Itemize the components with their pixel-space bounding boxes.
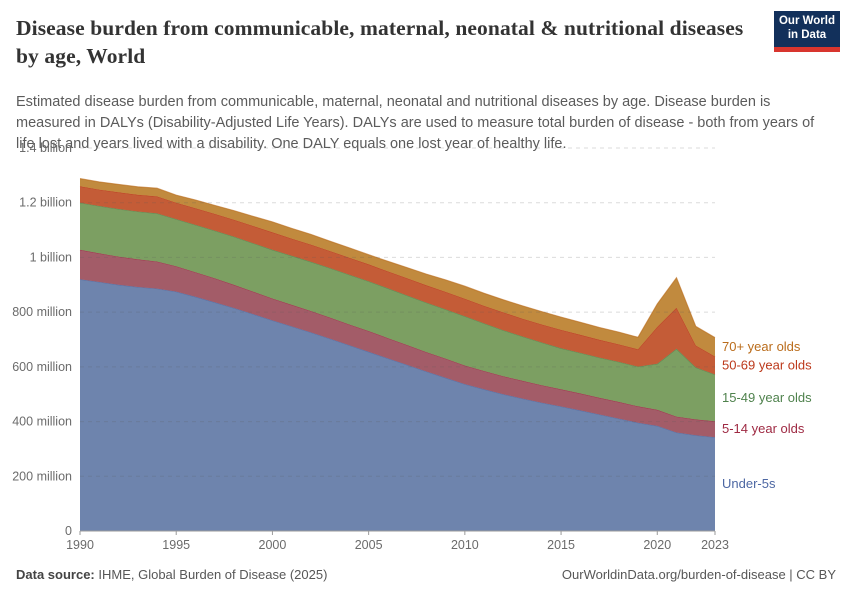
y-axis-label-800: 800 million — [12, 305, 72, 319]
legend-label-70-year-olds[interactable]: 70+ year olds — [722, 339, 801, 354]
y-axis-label-600: 600 million — [12, 360, 72, 374]
y-axis-label-1400: 1.4 billion — [19, 141, 72, 155]
data-source-label: Data source: — [16, 567, 95, 582]
x-axis-label-1990[interactable]: 1990 — [66, 538, 94, 552]
x-axis-label-2023[interactable]: 2023 — [701, 538, 729, 552]
legend-label-15-49-year-olds[interactable]: 15-49 year olds — [722, 390, 812, 405]
y-axis-label-0: 0 — [65, 524, 72, 538]
x-axis-label-2020[interactable]: 2020 — [643, 538, 671, 552]
data-source-text: IHME, Global Burden of Disease (2025) — [94, 567, 328, 582]
owid-logo-line2: in Data — [787, 29, 827, 41]
x-axis-label-2010[interactable]: 2010 — [451, 538, 479, 552]
y-axis-label-1200: 1.2 billion — [19, 196, 72, 210]
legend-label-50-69-year-olds[interactable]: 50-69 year olds — [722, 357, 812, 372]
legend-label-5-14-year-olds[interactable]: 5-14 year olds — [722, 421, 805, 436]
area-15-49-year-olds[interactable] — [80, 202, 715, 422]
area-50-69-year-olds[interactable] — [80, 186, 715, 375]
owid-logo[interactable]: Our World in Data — [774, 11, 840, 52]
y-axis-label-1000: 1 billion — [30, 250, 72, 264]
boundary-line-70-year-olds — [79, 178, 716, 339]
chart-title: Disease burden from communicable, matern… — [16, 16, 744, 69]
x-axis-label-2005[interactable]: 2005 — [355, 538, 383, 552]
area-70-year-olds[interactable] — [80, 178, 715, 357]
legend-label-under-5s[interactable]: Under-5s — [722, 476, 776, 491]
x-axis-label-2015[interactable]: 2015 — [547, 538, 575, 552]
x-axis-label-2000[interactable]: 2000 — [259, 538, 287, 552]
y-axis-label-400: 400 million — [12, 415, 72, 429]
x-axis-label-1995[interactable]: 1995 — [162, 538, 190, 552]
chart-subtitle: Estimated disease burden from communicab… — [16, 94, 815, 153]
area-5-14-year-olds[interactable] — [80, 249, 715, 438]
y-axis-label-200: 200 million — [12, 469, 72, 483]
owid-license-link[interactable]: OurWorldinData.org/burden-of-disease | C… — [561, 567, 836, 582]
data-source-note: Data source: IHME, Global Burden of Dise… — [16, 567, 327, 582]
chart-footer: Data source: IHME, Global Burden of Dise… — [16, 567, 836, 582]
owid-logo-line1: Our World — [778, 15, 835, 28]
area-under-5s[interactable] — [80, 279, 715, 531]
